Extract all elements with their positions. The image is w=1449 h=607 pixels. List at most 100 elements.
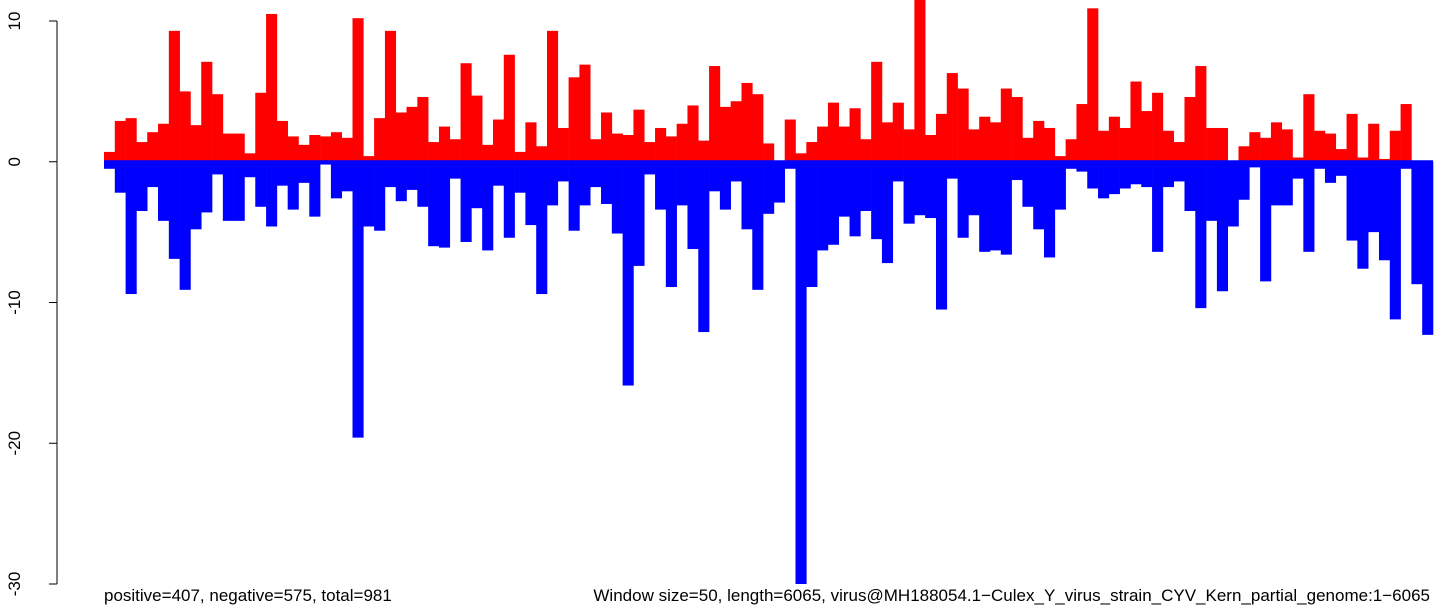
positive-bar [892, 102, 904, 162]
positive-bar [449, 139, 461, 162]
negative-bar [147, 161, 159, 188]
negative-bar [1119, 161, 1131, 189]
negative-bar [881, 161, 894, 264]
negative-bar [536, 161, 548, 295]
positive-bar [935, 113, 948, 162]
negative-bar [1249, 161, 1261, 168]
positive-bar [1065, 139, 1077, 162]
negative-bar [849, 161, 861, 237]
positive-bar [590, 139, 602, 162]
negative-bar [935, 161, 948, 310]
positive-bar [1249, 132, 1261, 162]
positive-bar [1357, 157, 1369, 162]
negative-bar [406, 161, 418, 190]
negative-bar [806, 161, 818, 288]
positive-bar [601, 112, 613, 162]
negative-bar [190, 161, 202, 230]
negative-bar [492, 161, 505, 186]
negative-bar [104, 161, 116, 169]
negative-bar [730, 161, 742, 182]
positive-bar [287, 136, 299, 162]
positive-bar [276, 120, 288, 162]
positive-bar [471, 95, 483, 162]
negative-bar [1130, 161, 1142, 185]
negative-bar [687, 161, 699, 250]
positive-bar [1130, 81, 1142, 162]
positive-bar [1119, 127, 1131, 162]
negative-bar [698, 161, 710, 333]
positive-bar [1368, 123, 1380, 162]
positive-bar [1152, 92, 1164, 162]
negative-bar [168, 161, 180, 259]
negative-bar [1206, 161, 1218, 221]
negative-bar [827, 161, 840, 245]
positive-bar [1098, 130, 1110, 162]
positive-bar [817, 126, 829, 162]
positive-bar [579, 64, 591, 162]
negative-bar [925, 161, 937, 219]
negative-bar [417, 161, 429, 207]
negative-bar [471, 161, 483, 209]
y-tick-label: 0 [5, 157, 24, 166]
negative-bar [136, 161, 148, 212]
positive-bar [1292, 157, 1304, 162]
negative-bar [1357, 161, 1369, 269]
negative-bar [179, 161, 191, 290]
positive-bar [611, 133, 623, 162]
negative-bar [266, 161, 278, 227]
negative-bar [1087, 161, 1099, 189]
negative-bar [1270, 161, 1283, 206]
positive-bar [1389, 130, 1401, 162]
positive-bar [568, 77, 580, 162]
negative-bar [990, 161, 1002, 251]
positive-bar [1260, 137, 1272, 162]
negative-bar [1303, 161, 1315, 252]
y-axis: -30 -20 -10 0 10 [5, 12, 58, 596]
positive-bar [676, 123, 688, 162]
negative-bar [957, 161, 969, 238]
positive-bar [1141, 111, 1153, 162]
positive-bar [633, 109, 645, 162]
negative-bar [784, 161, 796, 169]
negative-bar [1022, 161, 1034, 207]
positive-bar [525, 122, 537, 162]
positive-bar [395, 112, 407, 162]
negative-bar [741, 161, 753, 230]
positive-bar [201, 61, 213, 162]
negative-bar [330, 161, 342, 199]
positive-bar [1346, 113, 1358, 162]
positive-bar [1335, 149, 1347, 162]
positive-bar [352, 18, 364, 162]
negative-bar [547, 161, 559, 206]
positive-bar [114, 120, 126, 162]
negative-bar [601, 161, 613, 204]
positive-bar [1044, 127, 1056, 162]
positive-bar [860, 139, 872, 162]
positive-bar [1011, 97, 1023, 162]
positive-bar [147, 132, 159, 162]
positive-bar [309, 135, 321, 162]
negative-bar [125, 161, 137, 295]
negative-bar [1314, 161, 1326, 169]
negative-bar [1000, 161, 1012, 255]
positive-bar [979, 116, 991, 162]
negative-bar [763, 161, 775, 214]
positive-bar [557, 127, 569, 162]
negative-bar [946, 161, 958, 179]
positive-bar [849, 108, 861, 162]
negative-bar [255, 161, 267, 207]
negative-bar [1098, 161, 1110, 199]
positive-bar [104, 151, 116, 162]
negative-bar [838, 161, 850, 217]
positive-bar [719, 106, 731, 162]
positive-bar [1281, 129, 1293, 162]
positive-bar [1195, 66, 1207, 162]
negative-bar [1152, 161, 1164, 252]
positive-bar [438, 126, 451, 162]
positive-bar [881, 122, 894, 162]
negative-bar [611, 161, 623, 234]
negative-bar [1238, 161, 1250, 200]
negative-bar [1108, 161, 1120, 195]
negative-bar [1011, 161, 1023, 181]
negative-bar [449, 161, 461, 179]
